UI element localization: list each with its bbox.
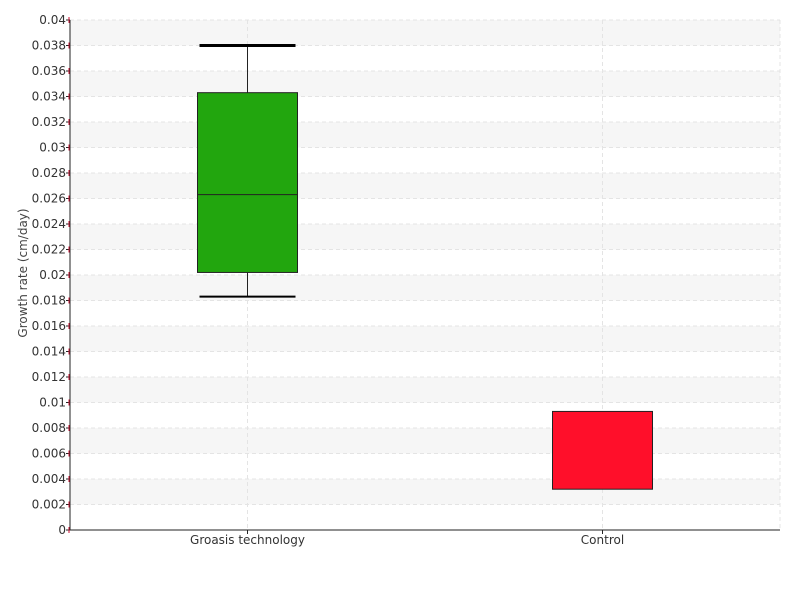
x-tick-label: Control xyxy=(581,533,624,547)
y-tick-label: 0.018 xyxy=(32,294,66,308)
y-tick-label: 0.036 xyxy=(32,64,66,78)
x-axis: Groasis technology Control xyxy=(70,529,780,547)
grid-band xyxy=(70,479,780,505)
grid-band xyxy=(70,122,780,148)
y-tick-label: 0.038 xyxy=(32,39,66,53)
grid-band xyxy=(70,428,780,454)
x-tick-label: Groasis technology xyxy=(190,533,305,547)
y-tick-label: 0.034 xyxy=(32,90,66,104)
grid-band xyxy=(70,275,780,301)
grid-band xyxy=(70,326,780,352)
y-axis-title: Growth rate (cm/day) xyxy=(16,208,30,337)
y-tick-label: 0.022 xyxy=(32,243,66,257)
y-tick-label: 0.028 xyxy=(32,166,66,180)
y-tick-label: 0.03 xyxy=(39,141,66,155)
y-tick-label: 0 xyxy=(58,523,66,537)
y-tick-label: 0.002 xyxy=(32,498,66,512)
y-tick-label: 0.032 xyxy=(32,115,66,129)
y-tick-label: 0.008 xyxy=(32,421,66,435)
y-tick-label: 0.004 xyxy=(32,472,66,486)
box-body xyxy=(552,410,653,490)
y-tick-label: 0.012 xyxy=(32,370,66,384)
y-tick-label: 0.01 xyxy=(39,396,66,410)
grid-band xyxy=(70,71,780,97)
grid-lines xyxy=(70,19,781,530)
y-tick-label: 0.026 xyxy=(32,192,66,206)
grid-band xyxy=(70,377,780,403)
box-body xyxy=(197,92,298,273)
grid-bands xyxy=(70,20,780,505)
y-axis: 0 0.002 0.004 0.006 0.008 0.01 0.012 0.014 0.016… xyxy=(32,13,71,537)
y-tick-label: 0.02 xyxy=(39,268,66,282)
y-tick-label: 0.016 xyxy=(32,319,66,333)
y-tick-label: 0.024 xyxy=(32,217,66,231)
grid-band xyxy=(70,173,780,199)
grid-band xyxy=(70,224,780,250)
y-tick-label: 0.04 xyxy=(39,13,66,27)
box-group xyxy=(552,410,653,490)
box-series xyxy=(197,44,653,490)
grid-band xyxy=(70,20,780,46)
box-group xyxy=(197,44,298,298)
y-tick-label: 0.006 xyxy=(32,447,66,461)
y-tick-label: 0.014 xyxy=(32,345,66,359)
